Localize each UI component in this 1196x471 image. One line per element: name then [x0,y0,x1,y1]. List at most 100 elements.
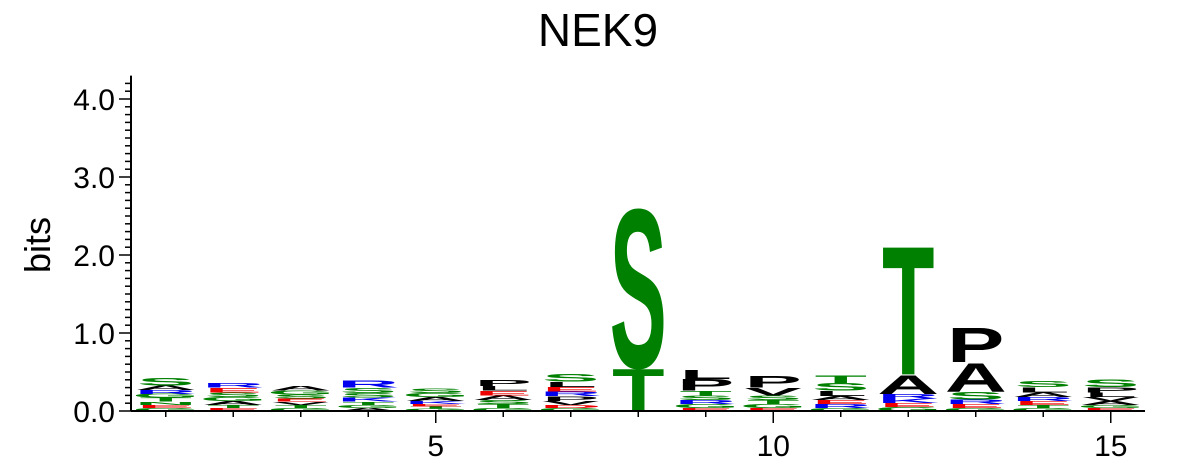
logo-glyph-G: G [875,406,942,412]
logo-glyph-E: E [542,386,599,393]
logo-glyph-P: P [947,318,1004,373]
logo-glyph-L: L [680,367,732,381]
logo-glyph-R: R [337,379,399,390]
logo-glyph-A: A [202,400,264,406]
logo-glyph-T: T [882,209,934,414]
logo-glyph-L: L [1017,385,1069,393]
logo-glyph-G: G [1077,404,1144,409]
logo-glyph-E: E [812,399,869,405]
logo-glyph-S: S [745,394,802,401]
logo-glyph-E: E [1082,407,1139,412]
x-tick-label: 15 [1094,430,1127,463]
logo-glyph-G: G [807,407,874,412]
y-tick-label: 3.0 [73,162,115,195]
logo-glyph-A: A [270,385,332,392]
logo-glyph-E: E [137,404,194,409]
logo-glyph-T: T [680,390,732,397]
logo-glyph-L: L [815,389,867,397]
logo-glyph-L: L [477,385,529,392]
logo-glyph-S: S [407,387,464,394]
logo-glyph-G: G [402,408,469,412]
y-tick-label: 1.0 [73,318,115,351]
logo-glyph-L: L [1085,391,1137,398]
axes: 0.0 1.0 2.0 3.0 4.0 5 10 15 [73,75,1145,463]
logo-glyph-E: E [880,402,937,408]
logo-glyph-A: A [405,396,467,402]
logo-glyph-R: R [1012,396,1074,402]
logo-glyph-G: G [740,403,807,409]
logo-glyph-T: T [410,406,462,410]
logo-glyph-V: V [745,386,803,398]
logo-glyph-T: T [477,403,529,409]
logo-glyph-V: V [1082,396,1140,402]
logo-glyph-K: K [877,397,939,404]
logo-glyph-D: D [540,404,602,409]
logo-glyph-S: S [677,394,734,401]
logo-glyph-G: G [200,396,267,402]
logo-glyph-A: A [810,395,872,401]
logo-glyph-E: E [205,407,262,412]
logo-glyph-E: E [272,398,329,403]
logo-glyph-S: S [1015,379,1072,389]
logo-glyph-S: S [1082,377,1139,389]
logo-glyph-P: P [542,395,599,402]
logo-glyph-A: A [877,370,939,400]
logo-glyph-G: G [267,407,334,412]
logo-glyph-P: P [745,373,802,391]
logo-glyph-R: R [540,390,602,397]
logo-glyph-A: A [472,394,534,401]
y-tick-label: 2.0 [73,240,115,273]
logo-glyph-P: P [677,376,734,394]
logo-glyph-A: A [135,384,197,391]
y-tick-label: 0.0 [73,396,115,429]
logo-glyph-G: G [132,393,199,399]
logo-glyph-G: G [335,404,402,409]
logo-glyph-S: S [205,391,262,398]
logo-glyph-T: T [275,404,327,409]
logo-glyph-K: K [337,397,399,403]
logo-glyph-S: S [340,392,397,399]
logo-glyph-T: T [747,399,799,405]
logo-glyphs: GENTGRASETAGSERGTVESGAAGTKSSRGTEKAGSGTSA… [132,162,1144,424]
logo-glyph-T: T [342,401,394,406]
logo-glyph-K: K [405,400,467,405]
logo-glyph-S: S [272,394,329,400]
logo-glyph-E: E [1015,400,1072,406]
logo-glyph-R: R [945,398,1007,405]
logo-glyph-A: A [945,355,1007,401]
logo-glyph-S: S [137,376,194,388]
logo-glyph-S: S [812,381,869,393]
logo-glyph-G: G [537,407,604,412]
logo-glyph-E: E [677,407,734,412]
logo-glyph-G: G [267,390,334,396]
logo-glyph-P: P [475,378,532,388]
logo-glyph-E: E [745,407,802,412]
logo-glyph-R: R [675,399,737,405]
logo-glyph-G: G [942,407,1009,412]
logo-glyph-G: G [402,392,469,398]
logo-glyph-N: N [135,401,197,406]
logo-glyph-S: S [610,162,667,416]
logo-glyph-E: E [475,390,532,397]
logo-glyph-G: G [132,407,199,412]
logo-glyph-A: A [337,407,399,412]
logo-glyph-P: P [1082,385,1139,393]
logo-glyph-A: A [1080,400,1142,406]
logo-glyph-V: V [272,401,330,406]
chart-title: NEK9 [538,4,658,56]
logo-glyph-T: T [207,404,259,409]
y-tick-label: 4.0 [73,84,115,117]
logo-glyph-T: T [140,397,192,403]
logo-glyph-V: V [542,400,600,406]
logo-glyph-R: R [135,389,197,395]
y-axis-label: bits [17,217,58,273]
logo-glyph-G: G [672,403,739,409]
logo-glyph-T: T [815,373,867,385]
x-tick-label: 5 [427,430,444,463]
logo-glyph-S: S [475,399,532,405]
logo-glyph-S: S [340,386,397,394]
x-tick-label: 10 [757,430,790,463]
logo-glyph-R: R [810,403,872,409]
logo-glyph-L: L [545,380,597,388]
